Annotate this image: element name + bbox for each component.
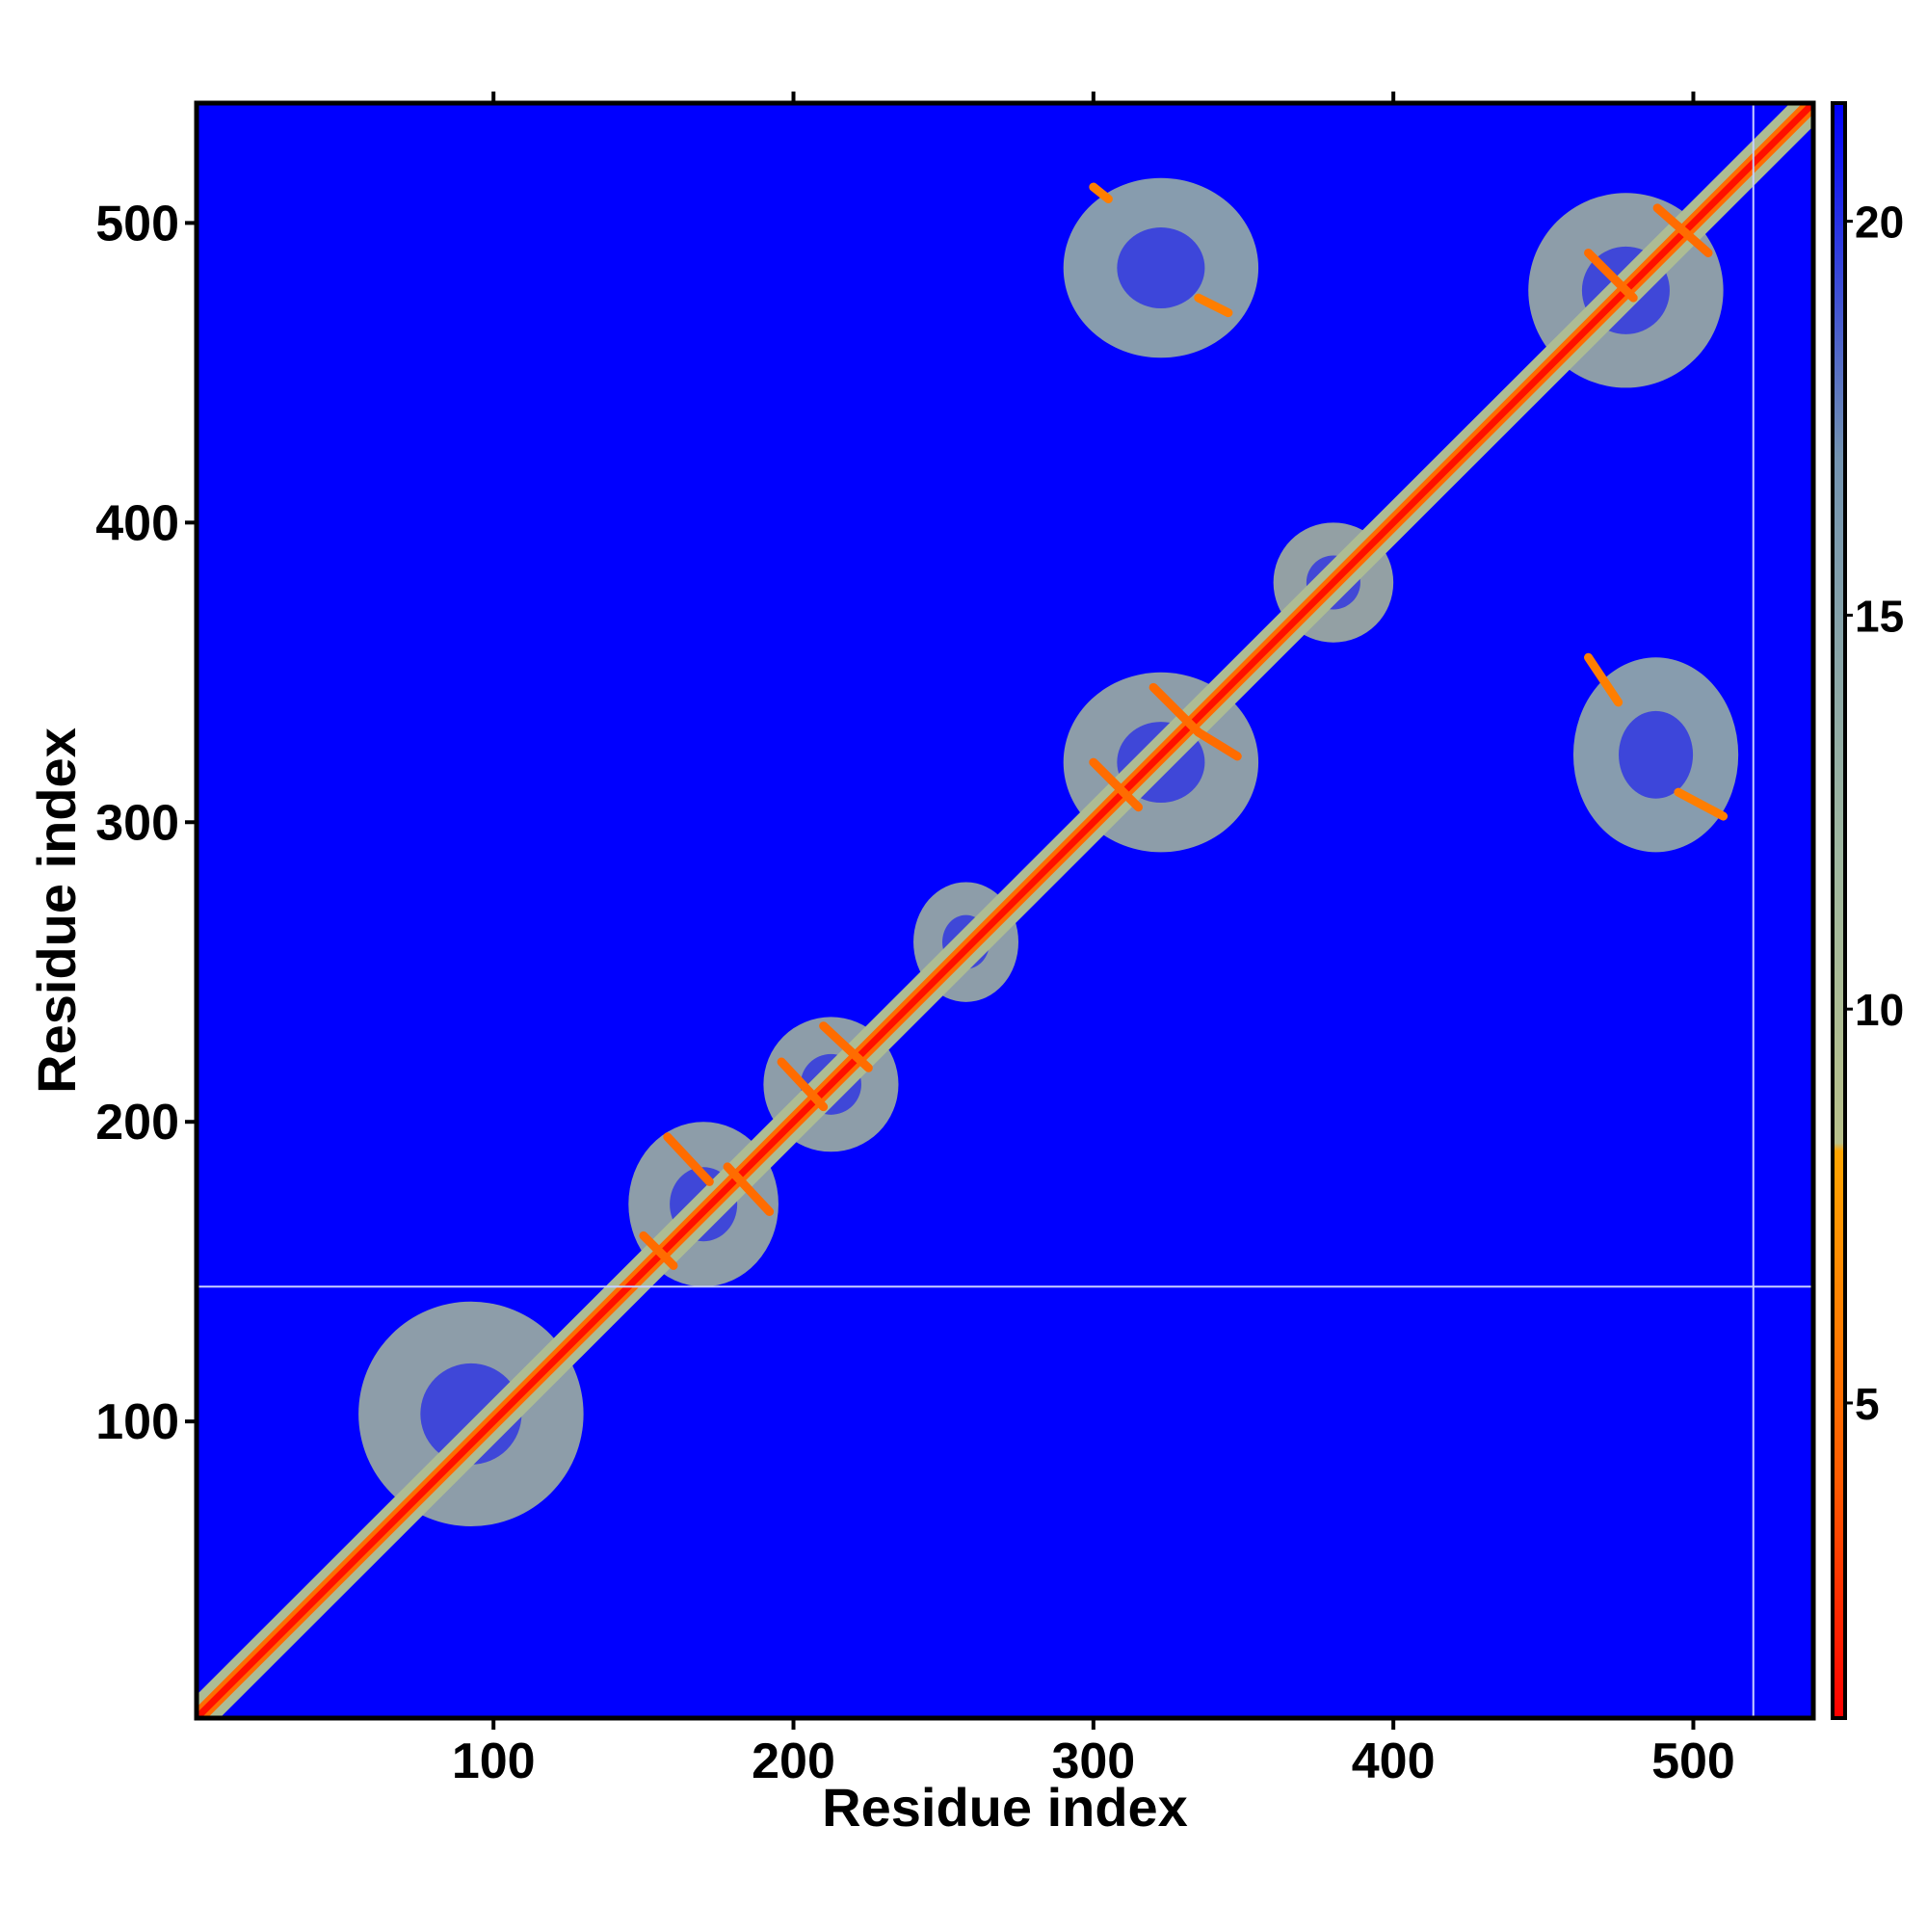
contact-region-hole-8 <box>1619 710 1694 799</box>
strand-pair-0 <box>639 1231 678 1270</box>
y-tick-label-500: 500 <box>95 196 179 251</box>
colorbar-tick-label-20: 20 <box>1855 198 1904 248</box>
x-tick-label-100: 100 <box>452 1734 536 1789</box>
strand-pair-6 <box>1148 682 1203 737</box>
colorbar-tick-label-5: 5 <box>1855 1379 1880 1429</box>
x-tick-label-500: 500 <box>1651 1734 1735 1789</box>
strand-pair-5 <box>1089 757 1144 812</box>
strand-pair-13 <box>1674 787 1729 821</box>
strand-pair-8 <box>1584 248 1638 303</box>
strand-pair-3 <box>777 1057 829 1112</box>
strand-pair-2 <box>723 1162 775 1217</box>
y-tick-label-400: 400 <box>95 495 179 551</box>
strand-pair-1 <box>663 1132 714 1186</box>
colorbar <box>1831 101 1847 1720</box>
strand-pair-9 <box>1652 203 1713 257</box>
strand-pair-10 <box>1089 182 1113 204</box>
colorbar-tick-label-15: 15 <box>1855 591 1904 641</box>
x-tick-label-300: 300 <box>1051 1734 1135 1789</box>
strand-pair-7 <box>1194 728 1242 761</box>
y-tick-label-300: 300 <box>95 795 179 851</box>
strand-pair-11 <box>1194 293 1233 318</box>
colorbar-tick-label-10: 10 <box>1855 985 1904 1035</box>
strand-pair-4 <box>819 1021 873 1072</box>
x-axis-label: Residue index <box>822 1777 1188 1838</box>
x-tick-label-200: 200 <box>752 1734 835 1789</box>
contact-region-hole-7 <box>1117 227 1205 308</box>
y-tick-label-200: 200 <box>95 1095 179 1151</box>
y-tick-label-100: 100 <box>95 1394 179 1450</box>
y-axis-label: Residue index <box>26 728 87 1094</box>
plot-frame <box>194 100 1816 1721</box>
x-tick-label-400: 400 <box>1352 1734 1436 1789</box>
diagonal-core <box>197 103 1813 1718</box>
strand-pair-12 <box>1584 652 1623 707</box>
